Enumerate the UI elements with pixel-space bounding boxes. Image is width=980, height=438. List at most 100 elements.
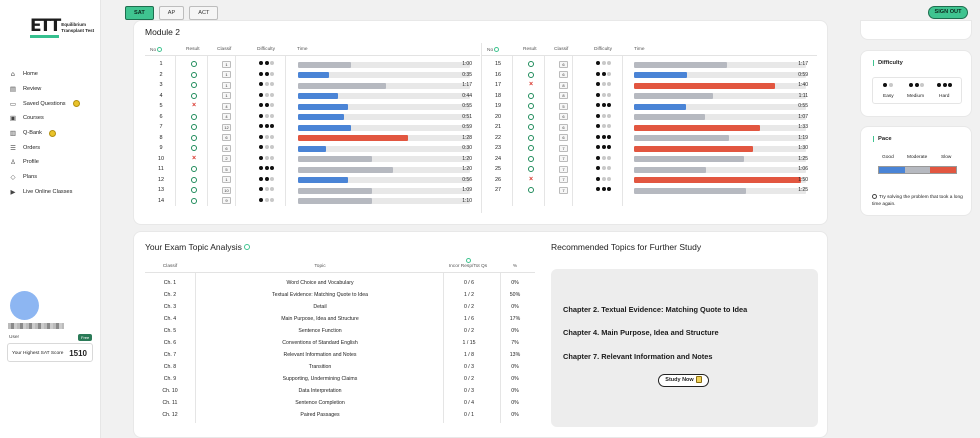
topic-pct-cell: 0% [511,328,519,334]
classification-badge: 7 [559,155,568,162]
tab-sat[interactable]: SAT [125,6,154,20]
question-row[interactable]: 22 6 1:19 [482,133,822,144]
table-row[interactable]: Ch. 11 Sentence Completion 0 / 4 0% [145,397,519,409]
correct-icon [528,92,534,99]
time-value: 1:20 [462,155,472,162]
question-row[interactable]: 21 6 1:33 [482,122,822,133]
logo-text: Equilibrium Transplant Test [61,22,95,33]
info-icon[interactable] [243,244,250,250]
question-row[interactable]: 1 1 1:00 [145,59,485,70]
sidebar-item-saved-questions[interactable]: ▭ Saved Questions [9,96,80,111]
recommended-item[interactable]: Chapter 7. Relevant Information and Note… [563,352,713,361]
table-row[interactable]: Ch. 7 Relevant Information and Notes 1 / 8… [145,349,520,361]
topic-pct-cell: 0% [511,304,519,310]
topic-classif-cell: Ch. 2 [163,292,177,298]
table-row[interactable]: Ch. 5 Sentence Function 0 / 2 0% [145,325,519,337]
col-head-incor: Incor Resp/Tot Qs [442,258,494,269]
question-row[interactable]: 10 × 2 1:20 [145,154,485,165]
avatar[interactable] [10,291,39,320]
time-bar-fill [634,187,746,194]
question-row[interactable]: 23 7 1:30 [482,143,822,154]
table-row[interactable]: Ch. 2 Textual Evidence: Matching Quote to… [145,289,520,301]
question-row[interactable]: 18 8 1:11 [482,91,822,102]
question-row[interactable]: 9 6 0:30 [145,143,485,154]
recommended-item[interactable]: Chapter 2. Textual Evidence: Matching Qu… [563,305,748,314]
correct-icon [191,197,197,204]
time-value: 1:19 [798,134,808,141]
table-row[interactable]: Ch. 8 Transition 0 / 3 0% [145,361,519,373]
table-row[interactable]: Ch. 1 Word Choice and Vocabulary 0 / 6 0% [145,277,519,289]
brand-logo[interactable]: ETT Equilibrium Transplant Test [30,17,97,38]
classification-badge: 1 [222,81,231,89]
q-bank-icon: ▥ [9,129,17,138]
topic-pct-cell: 7% [511,340,519,346]
question-row[interactable]: 15 6 1:17 [482,59,822,70]
question-row[interactable]: 17 × 8 1:40 [482,80,822,91]
question-row[interactable]: 26 × 7 1:50 [482,175,822,186]
recommended-item[interactable]: Chapter 4. Main Purpose, Idea and Struct… [563,328,719,337]
question-row[interactable]: 7 12 0:59 [145,122,485,133]
sidebar-item-profile[interactable]: ♙ Profile [9,155,80,170]
question-row[interactable]: 12 1 0:56 [145,175,485,186]
topic-pct-cell: 0% [511,400,519,406]
table-divider [235,56,236,206]
correct-icon [528,166,534,172]
question-row[interactable]: 16 6 0:59 [482,70,822,81]
question-row[interactable]: 20 6 1:07 [482,112,822,123]
question-row[interactable]: 19 5 0:55 [482,101,822,112]
question-row[interactable]: 25 7 1:06 [482,164,822,175]
info-icon[interactable] [494,47,500,52]
question-row[interactable]: 24 7 1:25 [482,154,822,165]
time-bar-fill [298,82,386,89]
topic-classif-cell: Ch. 1 [163,280,177,286]
topic-pct-cell: 17% [509,316,521,322]
table-divider [145,55,480,56]
table-row[interactable]: Ch. 12 Paired Passages 0 / 1 0% [145,409,518,421]
pace-moderate-swatch [904,167,931,173]
question-row[interactable]: 2 1 0:35 [145,70,485,81]
sidebar-item-courses[interactable]: ▣ Courses [9,111,80,126]
sidebar-item-orders[interactable]: ☰ Orders [9,140,80,155]
classification-badge: 8 [559,92,568,99]
difficulty-dots [596,155,611,160]
pace-color-bar [878,166,957,174]
difficulty-dots [596,92,611,97]
sign-out-button[interactable]: SIGN OUT [928,6,968,19]
table-row[interactable]: Ch. 4 Main Purpose, Idea and Structure 1 /… [145,313,520,325]
question-row[interactable]: 8 6 1:28 [145,133,485,144]
sidebar-item-plans[interactable]: ◇ Plans [9,170,80,185]
question-row[interactable]: 6 4 0:51 [145,112,485,123]
col-head-result: Result [523,47,537,52]
tab-act[interactable]: ACT [189,6,219,20]
table-row[interactable]: Ch. 6 Conventions of Standard English 1 / … [145,337,519,349]
sidebar-item-live-online-classes[interactable]: ▶ Live Online Classes [9,185,80,200]
question-row[interactable]: 14 9 1:10 [145,196,485,207]
question-row[interactable]: 13 10 1:09 [145,185,485,196]
question-row[interactable]: 5 × 4 0:55 [145,101,485,112]
sidebar-item-home[interactable]: ⌂ Home [9,67,80,82]
time-bar-fill [634,145,753,152]
table-row[interactable]: Ch. 9 Supporting, Undermining Claims 0 / 2… [145,373,519,385]
table-divider [175,56,176,206]
question-number: 4 [159,92,163,99]
tab-ap[interactable]: AP [158,6,185,20]
table-row[interactable]: Ch. 10 Data Interpretation 0 / 3 0% [145,385,518,397]
sidebar-item-review[interactable]: ▤ Review [9,82,80,97]
info-icon[interactable] [465,258,471,263]
question-row[interactable]: 4 1 0:44 [145,91,485,102]
time-value: 0:59 [462,124,472,130]
classification-badge: 6 [559,113,568,120]
question-row[interactable]: 27 7 1:25 [482,185,822,196]
sidebar-item-q-bank[interactable]: ▥ Q-Bank [9,126,80,141]
study-now-button[interactable]: Study Now [658,374,709,387]
question-row[interactable]: 3 1 1:17 [145,80,485,91]
classification-badge: 4 [222,102,231,110]
topic-topic-cell: Data Interpretation [298,388,342,394]
question-row[interactable]: 11 5 1:20 [145,164,485,175]
info-icon[interactable] [157,47,163,52]
table-row[interactable]: Ch. 3 Detail 0 / 2 0% [145,301,519,313]
saved-questions-icon: ▭ [9,99,17,108]
orders-icon: ☰ [10,143,16,152]
topic-classif-cell: Ch. 12 [162,412,178,418]
time-bar [634,103,806,110]
